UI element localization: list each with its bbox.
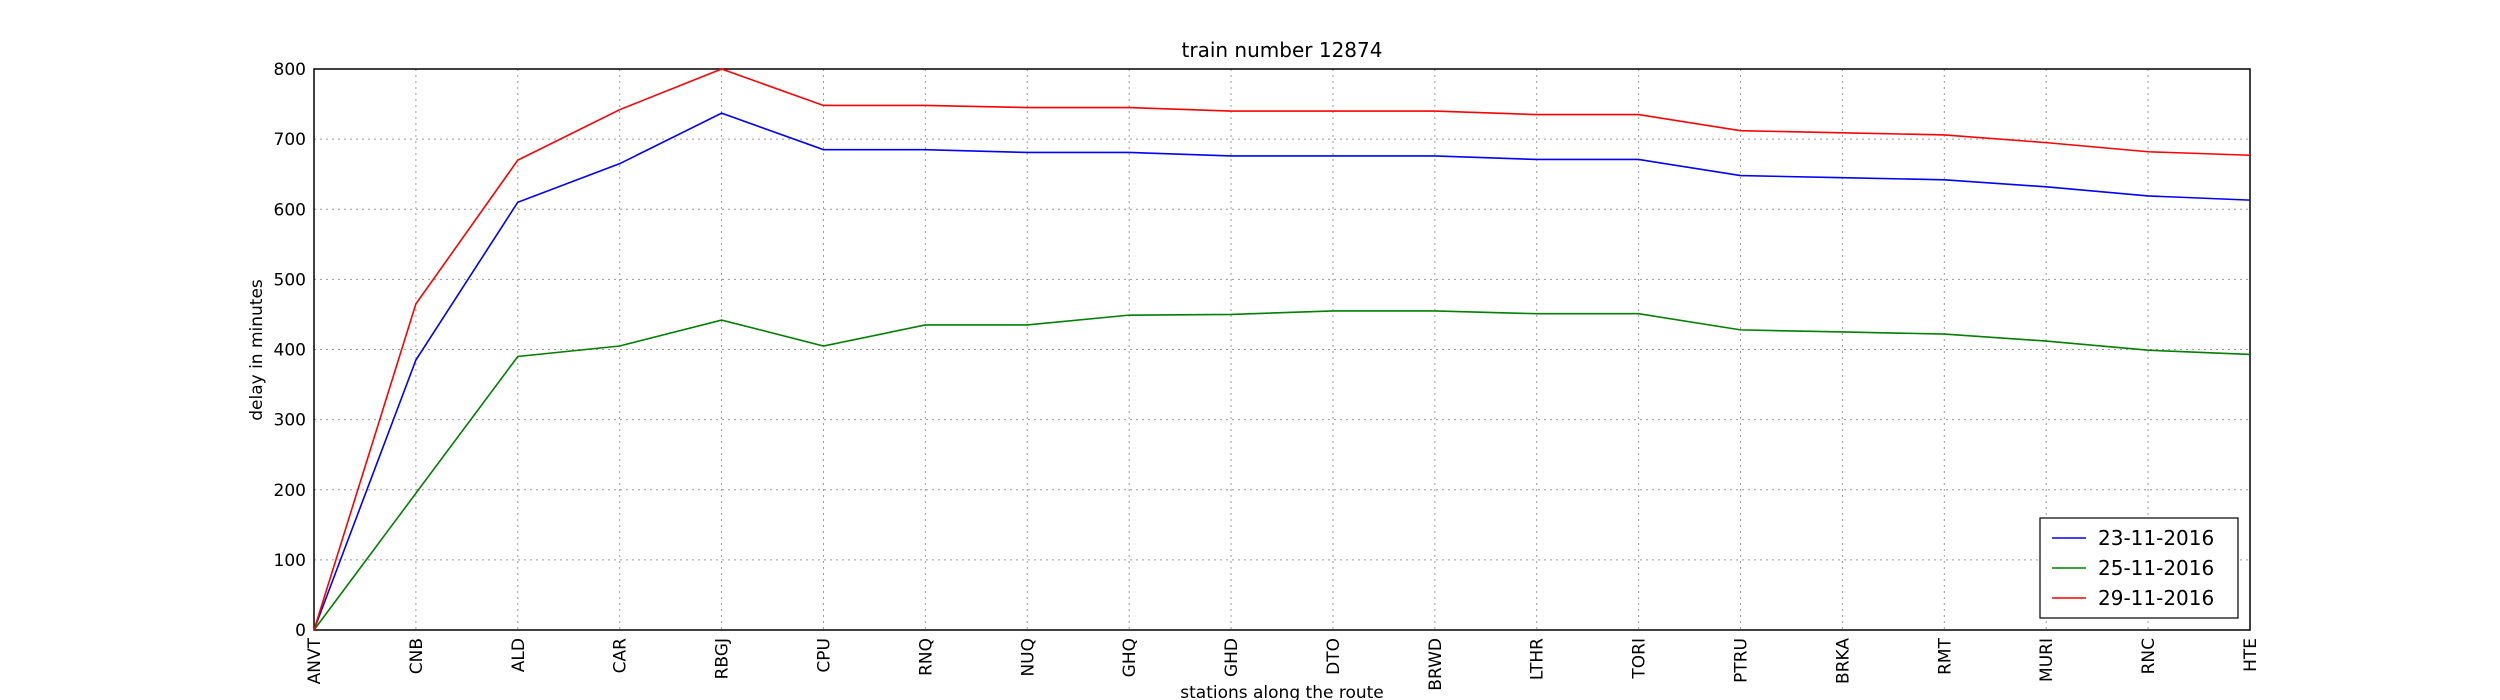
x-tick-label: LTHR [1528,638,1548,680]
legend-label: 29-11-2016 [2098,586,2214,610]
x-tick-label: RNQ [916,638,936,676]
plot-frame [313,68,2251,631]
x-tick-label: NUQ [1018,638,1038,677]
y-tick-label: 500 [274,270,306,290]
x-tick-label: BRWD [1426,638,1446,691]
x-tick-label: GHD [1222,638,1242,677]
data-line [313,112,2251,631]
x-tick-label: CNB [407,638,427,674]
y-tick-label: 100 [274,551,306,571]
legend-label: 25-11-2016 [2098,556,2214,580]
y-tick-label: 700 [274,130,306,150]
x-tick-label: TORI [1630,638,1650,680]
data-line [313,68,2251,631]
y-tick-label: 300 [274,411,306,431]
y-tick-label: 600 [274,200,306,220]
legend-label: 23-11-2016 [2098,526,2214,550]
x-axis-label: stations along the route [1180,683,1384,700]
y-axis-label: delay in minutes [247,279,267,421]
x-tick-label: RNC [2139,638,2159,674]
x-tick-label: DTO [1324,638,1344,675]
x-tick-label: BRKA [1833,638,1853,684]
data-line [313,310,2251,631]
x-tick-label: RBGJ [713,638,733,679]
x-tick-label: RMT [1935,637,1955,674]
y-tick-label: 400 [274,341,306,361]
y-tick-label: 0 [295,621,306,641]
y-tick-label: 800 [274,60,306,80]
x-tick-label: CAR [611,638,631,673]
x-tick-label: ANVT [305,637,325,684]
x-tick-label: MURI [2037,638,2057,682]
x-tick-label: PTRU [1732,638,1752,683]
x-tick-label: ALD [509,638,529,672]
chart-title: train number 12874 [1182,38,1383,62]
x-tick-label: CPU [814,638,834,673]
x-tick-label: GHQ [1120,638,1140,677]
x-tick-label: HTE [2241,638,2261,672]
y-tick-label: 200 [274,481,306,501]
